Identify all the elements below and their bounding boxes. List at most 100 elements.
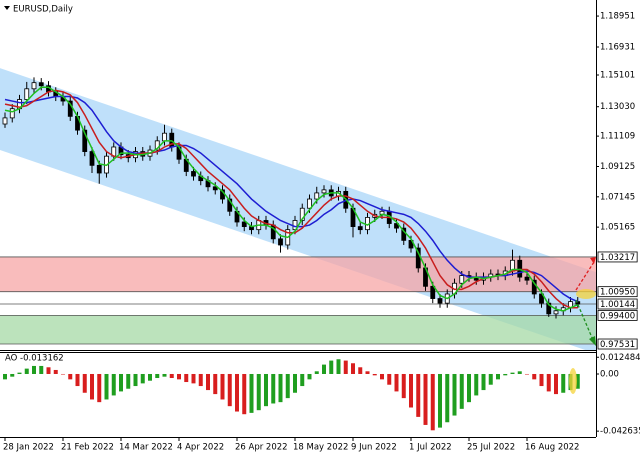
- level-label-box: [597, 309, 638, 321]
- ao-bar: [10, 373, 15, 377]
- candle-body: [31, 82, 37, 90]
- ao-bar: [329, 360, 334, 374]
- level-label-box: [597, 338, 638, 350]
- ao-bar: [53, 369, 58, 374]
- ao-bar: [438, 373, 442, 428]
- candle-body: [2, 117, 8, 125]
- ao-bar: [126, 373, 131, 389]
- axes: [0, 0, 597, 438]
- y-tick-label: -0.042635: [600, 427, 640, 437]
- ao-bar: [264, 373, 268, 407]
- x-tick-label: 25 Jul 2022: [467, 443, 515, 453]
- ao-bar: [206, 373, 210, 391]
- ao-bar: [575, 373, 580, 389]
- candle-body: [357, 226, 363, 231]
- ao-bar: [191, 373, 196, 384]
- ao-bar: [140, 373, 145, 384]
- candle-body: [89, 151, 95, 166]
- candle-body: [38, 82, 44, 87]
- level-label-box: [597, 251, 638, 263]
- ao-bar: [343, 360, 348, 374]
- ao-bar: [184, 373, 189, 383]
- ao-bar: [394, 373, 399, 392]
- ao-bar: [278, 373, 283, 403]
- ao-bar: [61, 373, 65, 375]
- ao-plot: [3, 359, 580, 431]
- ao-bar: [307, 373, 312, 380]
- ao-bar: [525, 373, 529, 375]
- ao-bar: [90, 373, 94, 400]
- candle-body: [517, 259, 523, 278]
- x-tick-label: 18 May 2022: [293, 443, 348, 453]
- x-tick-label: 1 Jul 2022: [409, 443, 452, 453]
- ao-bar: [416, 373, 421, 417]
- ao-bar: [430, 373, 435, 431]
- level-label: 1.00144: [600, 300, 635, 310]
- ao-bar: [162, 373, 167, 377]
- indicator-title: AO -0.013162: [5, 354, 64, 364]
- x-tick-label: 21 Feb 2022: [61, 443, 114, 453]
- menu-triangle[interactable]: [4, 6, 10, 10]
- y-tick-label: 0.012484: [600, 353, 640, 363]
- ao-bar: [155, 373, 160, 379]
- ao-bar: [97, 373, 102, 403]
- ao-bar: [256, 373, 261, 411]
- y-tick-label: 1.09125: [600, 162, 635, 172]
- price-background: [0, 68, 596, 350]
- ao-bar: [111, 373, 116, 396]
- candle-body: [191, 171, 196, 177]
- y-tick-label: 1.13030: [600, 102, 635, 112]
- x-tick-label: 28 Jan 2022: [3, 443, 54, 453]
- moving-average: [4, 86, 579, 312]
- ao-bar: [213, 373, 218, 395]
- ao-bar: [314, 371, 319, 374]
- ao-bar: [467, 373, 471, 403]
- candle-body: [162, 132, 167, 142]
- ao-bar: [503, 373, 508, 376]
- ao-bar: [198, 373, 203, 387]
- ao-bar: [358, 367, 363, 374]
- candle-body: [546, 302, 552, 315]
- ao-bar: [249, 373, 254, 413]
- y-tick-label: 1.15101: [600, 71, 635, 81]
- ao-bar: [336, 359, 341, 374]
- y-tick-label: 1.16931: [600, 42, 635, 52]
- ao-bar: [532, 373, 537, 380]
- ao-bar: [133, 373, 138, 387]
- y-tick-label: 1.11109: [600, 132, 635, 142]
- candle-body: [524, 276, 530, 281]
- ao-bar: [561, 373, 566, 393]
- y-tick-label: 0.00: [600, 369, 619, 379]
- x-tick-label: 16 Aug 2022: [525, 443, 579, 453]
- highlight: [569, 368, 577, 394]
- x-tick-label: 14 Mar 2022: [119, 443, 173, 453]
- candle-body: [539, 293, 544, 304]
- ao-bar: [423, 373, 428, 425]
- ao-bar: [220, 373, 225, 400]
- ao-bar: [3, 373, 7, 380]
- level-label: 1.03217: [600, 253, 635, 263]
- ao-bar: [365, 371, 370, 374]
- ao-bar: [104, 373, 109, 400]
- ao-bar: [39, 365, 44, 374]
- ao-bar: [351, 363, 355, 374]
- level-label: 0.97531: [600, 340, 635, 350]
- candle-body: [82, 129, 88, 152]
- candle-body: [553, 310, 559, 315]
- ao-bar: [322, 364, 326, 374]
- ao-bar: [119, 373, 123, 392]
- ao-bar: [481, 373, 486, 391]
- candle-body: [307, 198, 312, 209]
- up-arrow-head: [590, 257, 596, 264]
- ao-bar: [75, 373, 80, 387]
- ao-bar: [293, 373, 297, 393]
- ao-bar: [517, 371, 522, 374]
- candle-body: [430, 285, 436, 299]
- candle-body: [227, 198, 233, 212]
- x-tick-label: 26 Apr 2022: [235, 443, 288, 453]
- ao-bar: [554, 373, 558, 395]
- x-tick-label: 9 Jun 2022: [351, 443, 397, 453]
- candle-body: [24, 88, 30, 100]
